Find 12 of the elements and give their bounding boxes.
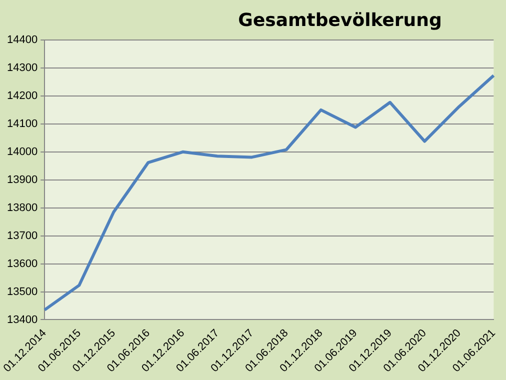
- y-tick-label: 13500: [6, 286, 38, 298]
- y-tick-label: 13900: [6, 174, 38, 186]
- y-tick-label: 13800: [6, 202, 38, 214]
- y-tick-label: 14400: [6, 34, 38, 46]
- y-tick-label: 14100: [6, 118, 38, 130]
- y-tick-label: 13600: [6, 258, 38, 270]
- y-tick-label: 13400: [6, 314, 38, 326]
- y-tick-label: 14200: [6, 90, 38, 102]
- y-tick-label: 14300: [6, 62, 38, 74]
- y-tick-label: 14000: [6, 146, 38, 158]
- chart-title: Gesamtbevölkerung: [237, 10, 443, 31]
- y-tick-label: 13700: [6, 230, 38, 242]
